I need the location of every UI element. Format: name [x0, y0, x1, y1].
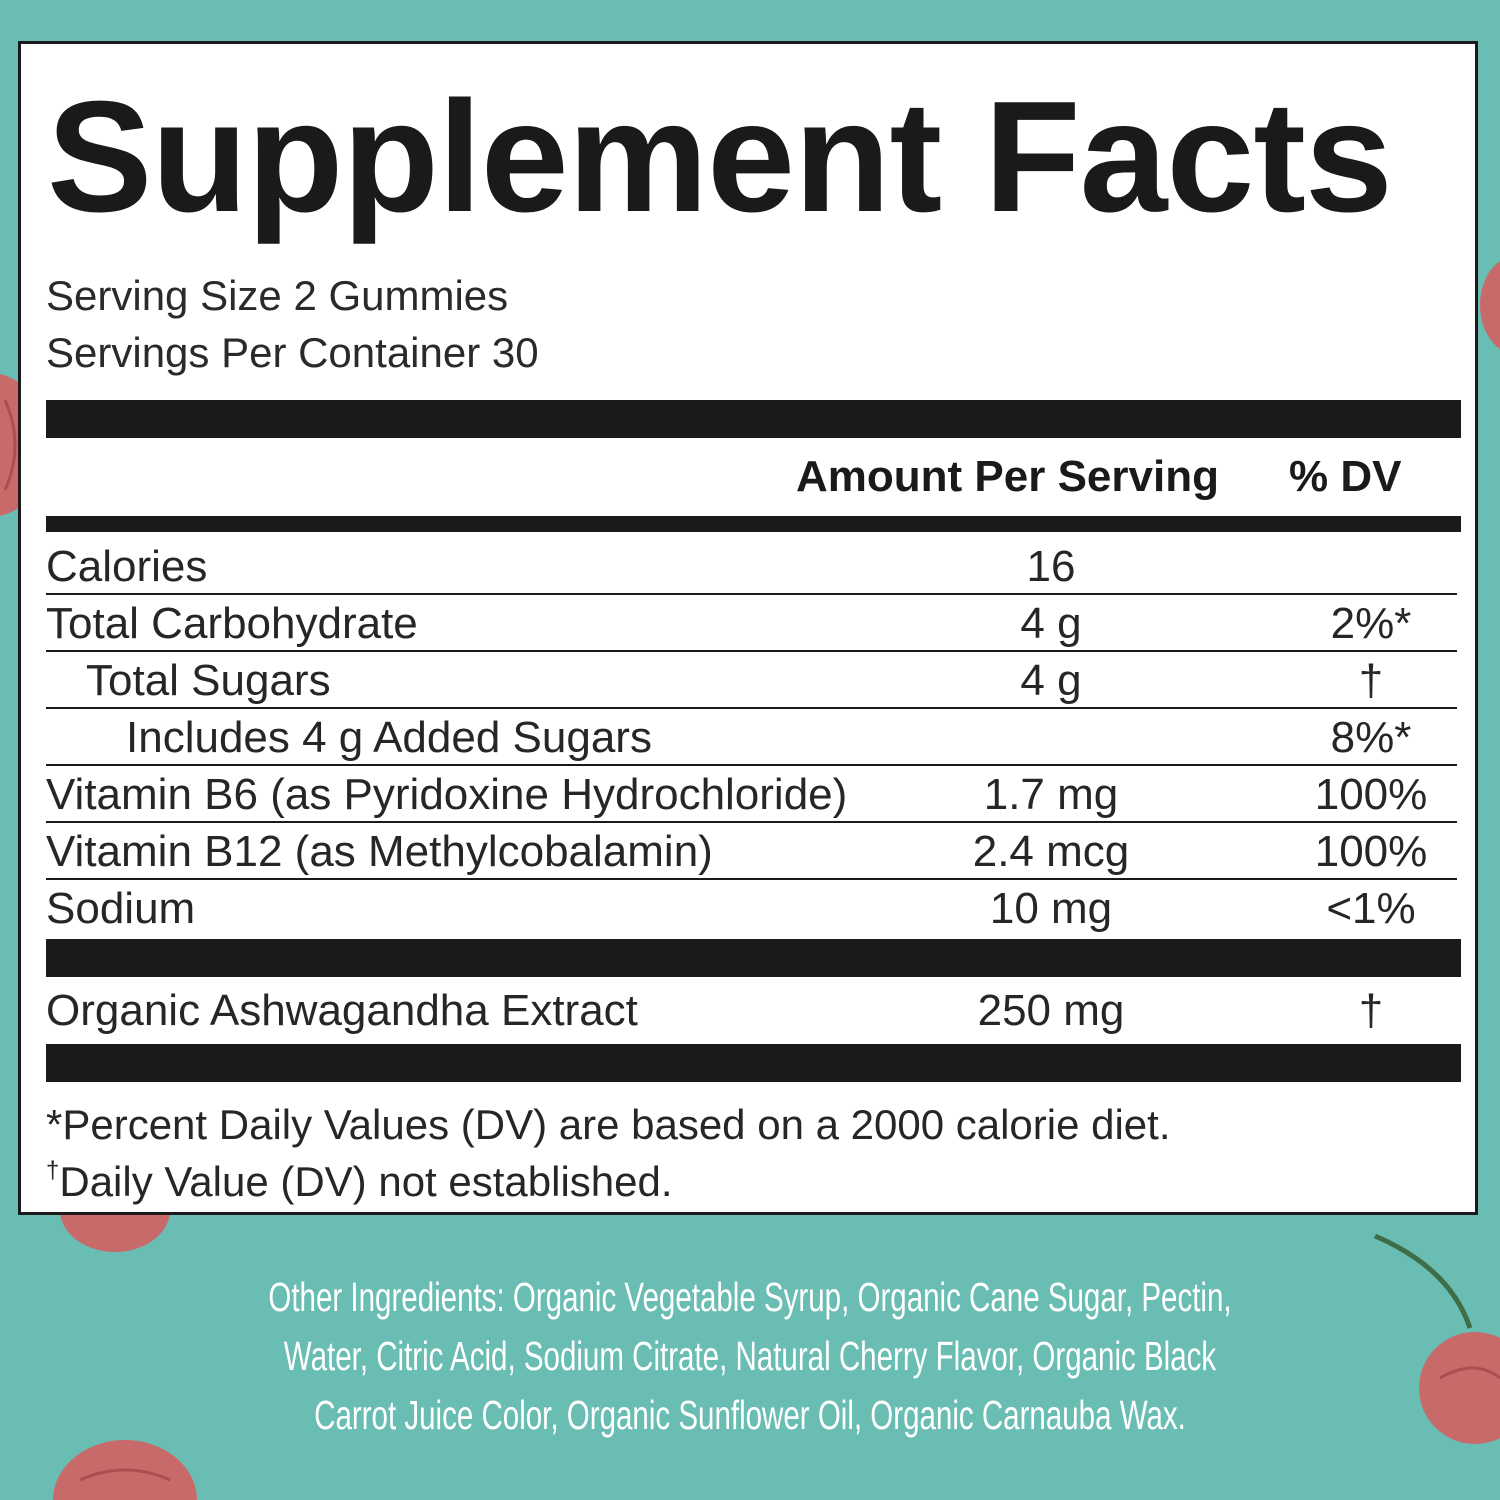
- nutrient-row: Total Carbohydrate 4 g 2%*: [46, 595, 1457, 652]
- nutrient-row: Calories 16: [46, 538, 1457, 595]
- nutrient-dv: 100%: [1314, 770, 1428, 819]
- nutrient-dv: <1%: [1326, 884, 1416, 933]
- nutrient-name: Total Carbohydrate: [46, 599, 418, 648]
- servings-per-container: Servings Per Container 30: [46, 329, 539, 376]
- dagger-mark: †: [46, 1157, 60, 1184]
- nutrient-name: Vitamin B6 (as Pyridoxine Hydrochloride): [46, 770, 848, 819]
- nutrient-amount: 10 mg: [989, 884, 1113, 933]
- nutrient-row: Vitamin B12 (as Methylcobalamin) 2.4 mcg…: [46, 823, 1457, 880]
- header-percent-dv: % DV: [1289, 452, 1402, 501]
- nutrient-dv: 100%: [1314, 827, 1428, 876]
- thick-divider: [46, 1044, 1461, 1082]
- nutrient-row: Includes 4 g Added Sugars 8%*: [46, 709, 1457, 766]
- extract-name: Organic Ashwagandha Extract: [46, 986, 638, 1035]
- nutrient-amount: 4 g: [1020, 656, 1082, 705]
- nutrient-row: Sodium 10 mg <1%: [46, 880, 1457, 937]
- nutrient-name: Total Sugars: [86, 656, 331, 705]
- footnote-text: Daily Value (DV) not established.: [59, 1158, 673, 1205]
- thick-divider: [46, 939, 1461, 977]
- nutrient-amount: 2.4 mcg: [972, 827, 1130, 876]
- footnote-dv-not-established: †Daily Value (DV) not established.: [46, 1157, 673, 1206]
- extract-row: Organic Ashwagandha Extract 250 mg †: [46, 982, 1457, 1039]
- thick-divider: [46, 400, 1461, 438]
- nutrient-dv: 8%*: [1330, 713, 1412, 762]
- nutrient-name: Calories: [46, 542, 208, 591]
- nutrient-amount: 1.7 mg: [983, 770, 1119, 819]
- header-amount-per-serving: Amount Per Serving: [796, 452, 1219, 501]
- cherry-icon: [1374, 1233, 1500, 1444]
- medium-divider: [46, 516, 1461, 532]
- cherry-icon: [53, 1440, 197, 1500]
- other-ingredients: Other Ingredients: Organic Vegetable Syr…: [268, 1274, 1232, 1438]
- footnote-percent-dv: *Percent Daily Values (DV) are based on …: [46, 1101, 1171, 1148]
- nutrient-dv: †: [1358, 656, 1384, 705]
- nutrient-row: Total Sugars 4 g †: [46, 652, 1457, 709]
- nutrient-name: Vitamin B12 (as Methylcobalamin): [46, 827, 713, 876]
- nutrient-dv: 2%*: [1330, 599, 1412, 648]
- nutrient-name: Sodium: [46, 884, 196, 933]
- cherry-icon: [1480, 260, 1500, 350]
- extract-amount: 250 mg: [977, 986, 1125, 1035]
- extract-dv: †: [1358, 986, 1384, 1035]
- serving-size: Serving Size 2 Gummies: [46, 272, 509, 319]
- nutrient-amount: 16: [1026, 542, 1076, 591]
- label-title: Supplement Facts: [47, 69, 1393, 245]
- supplement-facts-panel: Supplement Facts Serving Size 2 Gummies …: [18, 41, 1478, 1215]
- nutrient-name: Includes 4 g Added Sugars: [126, 713, 652, 762]
- cherry-icon: [60, 1215, 170, 1252]
- nutrient-amount: 4 g: [1020, 599, 1082, 648]
- nutrient-row: Vitamin B6 (as Pyridoxine Hydrochloride)…: [46, 766, 1457, 823]
